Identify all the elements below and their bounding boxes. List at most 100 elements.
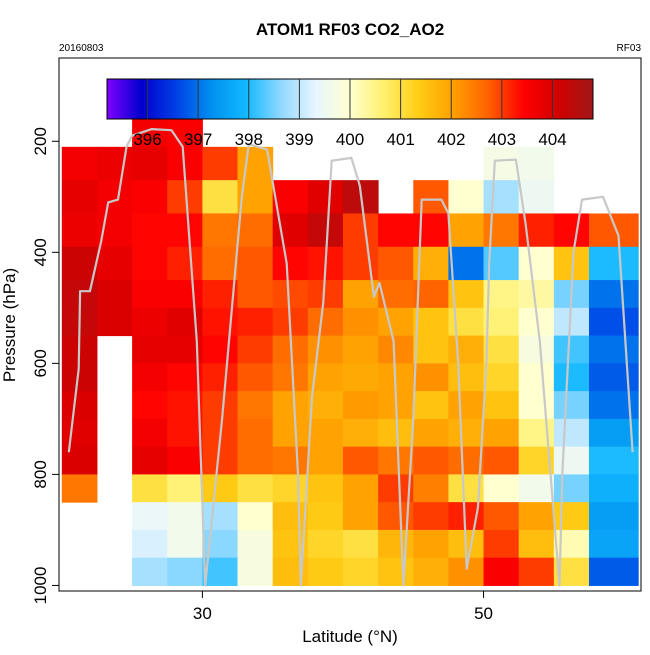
- heatmap-cell: [307, 335, 344, 364]
- heatmap-cell: [237, 213, 274, 248]
- heatmap-cell: [588, 446, 639, 475]
- heatmap-cell: [96, 307, 133, 337]
- heatmap-cell: [132, 146, 168, 181]
- heatmap-cell: [342, 213, 379, 248]
- heatmap-cell: [132, 307, 168, 337]
- heatmap-cell: [378, 246, 414, 281]
- heatmap-cell: [167, 474, 203, 503]
- colorbar-tick-label: 404: [538, 130, 566, 149]
- heatmap-cell: [518, 474, 555, 503]
- heatmap-cell: [272, 418, 309, 448]
- heatmap-cell: [483, 307, 520, 337]
- heatmap-cell: [272, 446, 309, 475]
- heatmap-cell: [167, 246, 203, 281]
- heatmap-cell: [413, 557, 449, 586]
- colorbar-ticks: 396 397 398 399 400 401 402 403 404: [133, 79, 567, 149]
- heatmap-cell: [167, 557, 203, 586]
- y-tick-label: 200: [31, 127, 50, 155]
- heatmap-cell: [483, 363, 520, 392]
- heatmap-cell: [307, 474, 344, 503]
- heatmap-cell: [378, 213, 414, 248]
- heatmap-cell: [413, 391, 449, 420]
- heatmap-cell: [132, 180, 168, 214]
- heatmap-cell: [518, 280, 555, 309]
- heatmap-cell: [307, 307, 344, 337]
- heatmap-cell: [96, 146, 133, 181]
- heatmap-cell: [413, 180, 449, 214]
- heatmap-cell: [342, 335, 379, 364]
- flight-track-line: [67, 128, 634, 587]
- heatmap-cell: [342, 418, 379, 448]
- heatmap-cell: [553, 529, 590, 559]
- y-tick-label: 800: [31, 460, 50, 488]
- y-tick-label: 600: [31, 349, 50, 377]
- heatmap-cell: [307, 502, 344, 531]
- heatmap-cell: [202, 363, 239, 392]
- heatmap-cell: [483, 446, 520, 475]
- date-label: 20160803: [59, 43, 104, 54]
- heatmap-cell: [588, 363, 639, 392]
- heatmap-cell: [237, 335, 274, 364]
- heatmap-cell: [483, 213, 520, 248]
- heatmap-cell: [272, 474, 309, 503]
- heatmap-cell: [413, 307, 449, 337]
- heatmap-cell: [483, 335, 520, 364]
- heatmap-cell: [307, 213, 344, 248]
- heatmap-cell: [518, 180, 555, 214]
- heatmap-cell: [588, 529, 639, 559]
- heatmap-cell: [448, 180, 485, 214]
- heatmap-cell: [413, 418, 449, 448]
- heatmap-cell: [307, 391, 344, 420]
- heatmap-cell: [413, 474, 449, 503]
- heatmap-cell: [167, 446, 203, 475]
- colorbar: 396 397 398 399 400 401 402 403 404: [106, 78, 594, 149]
- heatmap-cell: [61, 213, 98, 248]
- heatmap-cell: [132, 529, 168, 559]
- heatmap-cell: [448, 335, 485, 364]
- heatmap-cell: [588, 213, 639, 248]
- heatmap-cell: [378, 335, 414, 364]
- flight-label: RF03: [617, 43, 642, 54]
- heatmap-cell: [96, 280, 133, 309]
- heatmap-cell: [553, 307, 590, 337]
- heatmap-cell: [307, 557, 344, 586]
- heatmap-cell: [61, 146, 98, 181]
- heatmap-cell: [167, 418, 203, 448]
- heatmap-cell: [307, 529, 344, 559]
- heatmap-cell: [237, 280, 274, 309]
- heatmap-cell: [202, 335, 239, 364]
- heatmap-cell: [588, 474, 639, 503]
- heatmap-cell: [272, 246, 309, 281]
- heatmap-cell: [202, 213, 239, 248]
- heatmap-cell: [553, 363, 590, 392]
- heatmap-cell: [272, 502, 309, 531]
- heatmap-cell: [413, 363, 449, 392]
- heatmap-cell: [448, 418, 485, 448]
- heatmap-cell: [272, 180, 309, 214]
- heatmap-cell: [553, 213, 590, 248]
- colorbar-tick-label: 397: [184, 130, 212, 149]
- heatmap-cell: [307, 446, 344, 475]
- heatmap-cell: [167, 307, 203, 337]
- heatmap-cell: [237, 474, 274, 503]
- heatmap-cell: [518, 502, 555, 531]
- x-axis-label: Latitude (°N): [302, 627, 398, 646]
- heatmap-cell: [342, 363, 379, 392]
- heatmap-cell: [588, 246, 639, 281]
- heatmap-cell: [553, 446, 590, 475]
- heatmap-cell: [237, 502, 274, 531]
- heatmap-cell: [483, 557, 520, 586]
- heatmap-cell: [342, 557, 379, 586]
- y-tick-label: 1000: [31, 567, 50, 605]
- colorbar-tick-label: 402: [437, 130, 465, 149]
- y-axis-label: Pressure (hPa): [0, 268, 19, 382]
- colorbar-tick-label: 398: [235, 130, 263, 149]
- heatmap-cell: [378, 446, 414, 475]
- y-axis: 200 400 600 800 1000: [31, 127, 59, 604]
- heatmap-cell: [237, 446, 274, 475]
- heatmap-cell: [483, 502, 520, 531]
- heatmap-cell: [448, 363, 485, 392]
- heatmap-cell: [61, 418, 98, 448]
- heatmap-cell: [342, 307, 379, 337]
- heatmap-cells: [61, 107, 639, 586]
